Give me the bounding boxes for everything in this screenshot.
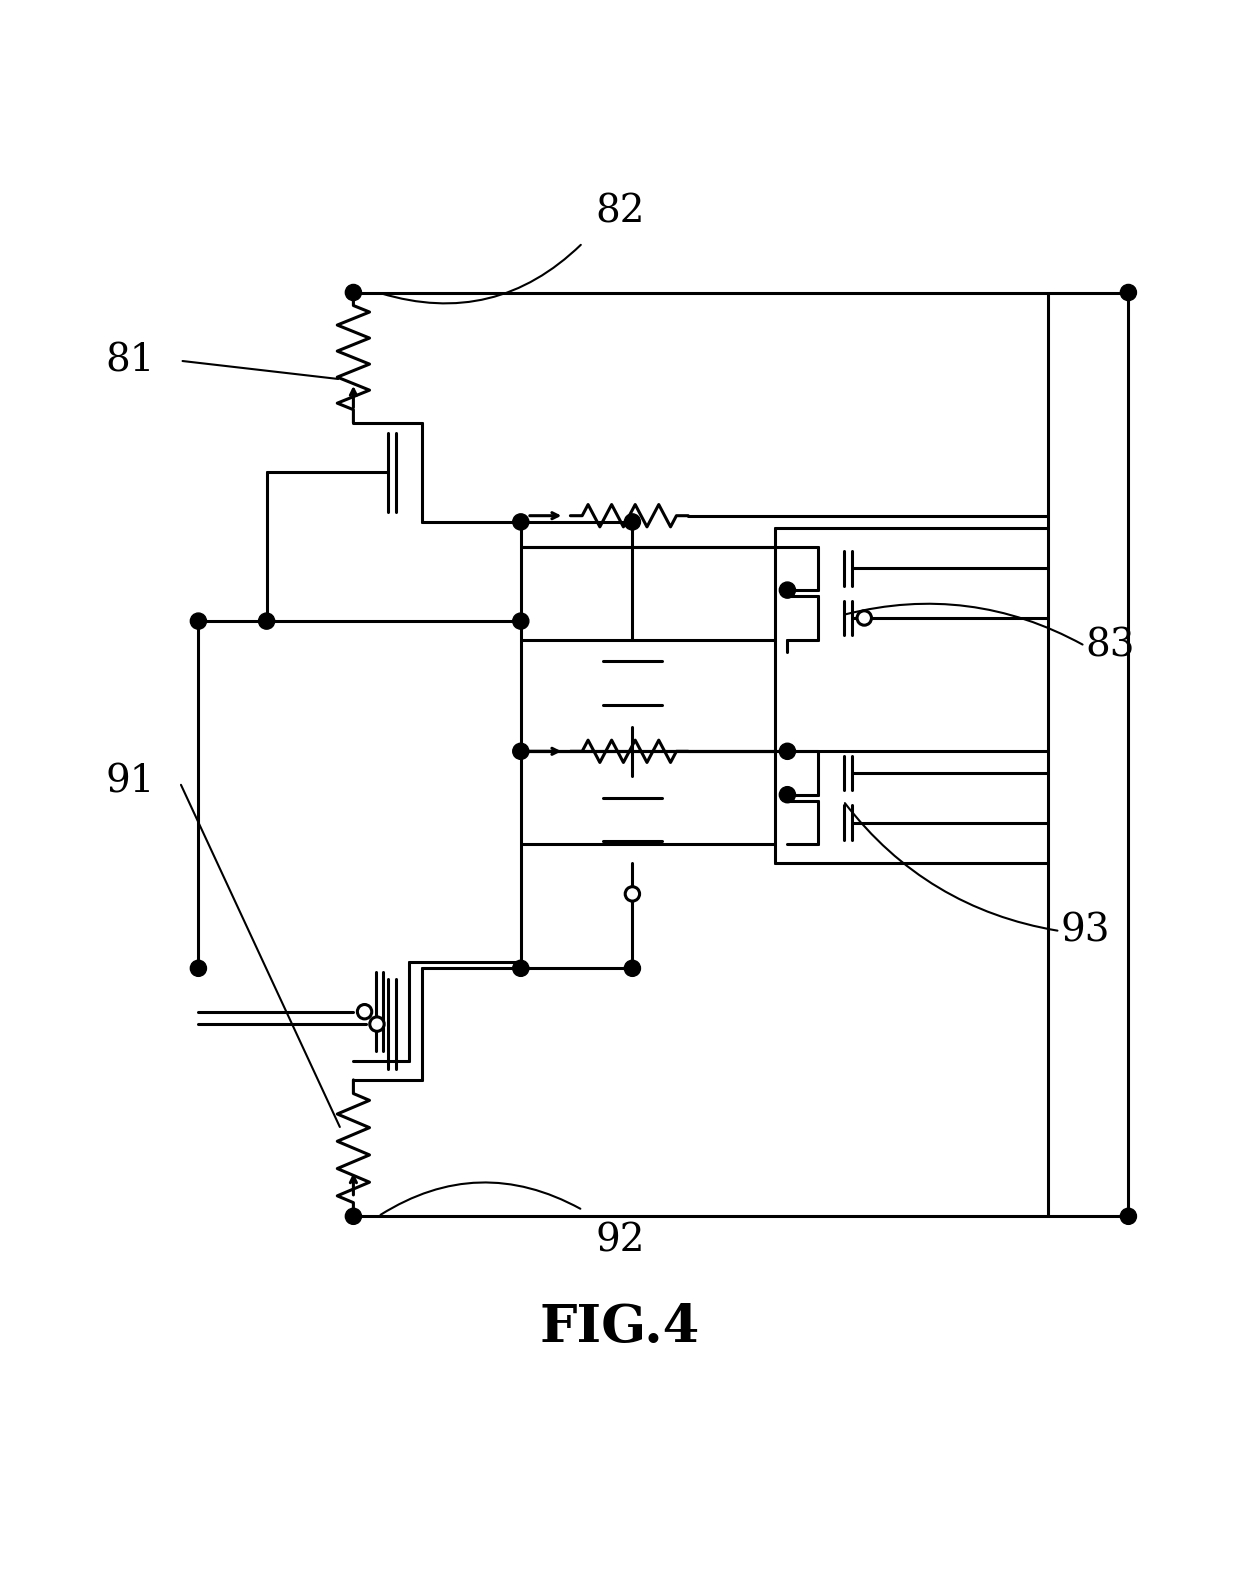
Circle shape	[513, 514, 528, 530]
Circle shape	[625, 514, 640, 530]
Circle shape	[625, 886, 640, 900]
Circle shape	[370, 1017, 384, 1031]
Circle shape	[857, 610, 872, 624]
Circle shape	[625, 960, 640, 976]
Text: 82: 82	[595, 194, 645, 230]
Circle shape	[513, 960, 528, 976]
Text: 92: 92	[595, 1222, 645, 1260]
Circle shape	[345, 284, 362, 301]
Circle shape	[513, 743, 528, 760]
Circle shape	[780, 787, 796, 803]
Circle shape	[1121, 1208, 1136, 1224]
Circle shape	[191, 613, 207, 629]
Text: 81: 81	[105, 342, 155, 378]
Circle shape	[513, 613, 528, 629]
Text: 93: 93	[1060, 913, 1110, 949]
Circle shape	[1121, 284, 1136, 301]
Text: 91: 91	[105, 763, 155, 801]
Circle shape	[259, 613, 275, 629]
Circle shape	[780, 582, 796, 598]
Circle shape	[357, 1005, 372, 1019]
Circle shape	[191, 960, 207, 976]
Circle shape	[345, 1208, 362, 1224]
Circle shape	[780, 743, 796, 760]
Text: FIG.4: FIG.4	[539, 1303, 701, 1353]
Text: 83: 83	[1085, 628, 1135, 664]
